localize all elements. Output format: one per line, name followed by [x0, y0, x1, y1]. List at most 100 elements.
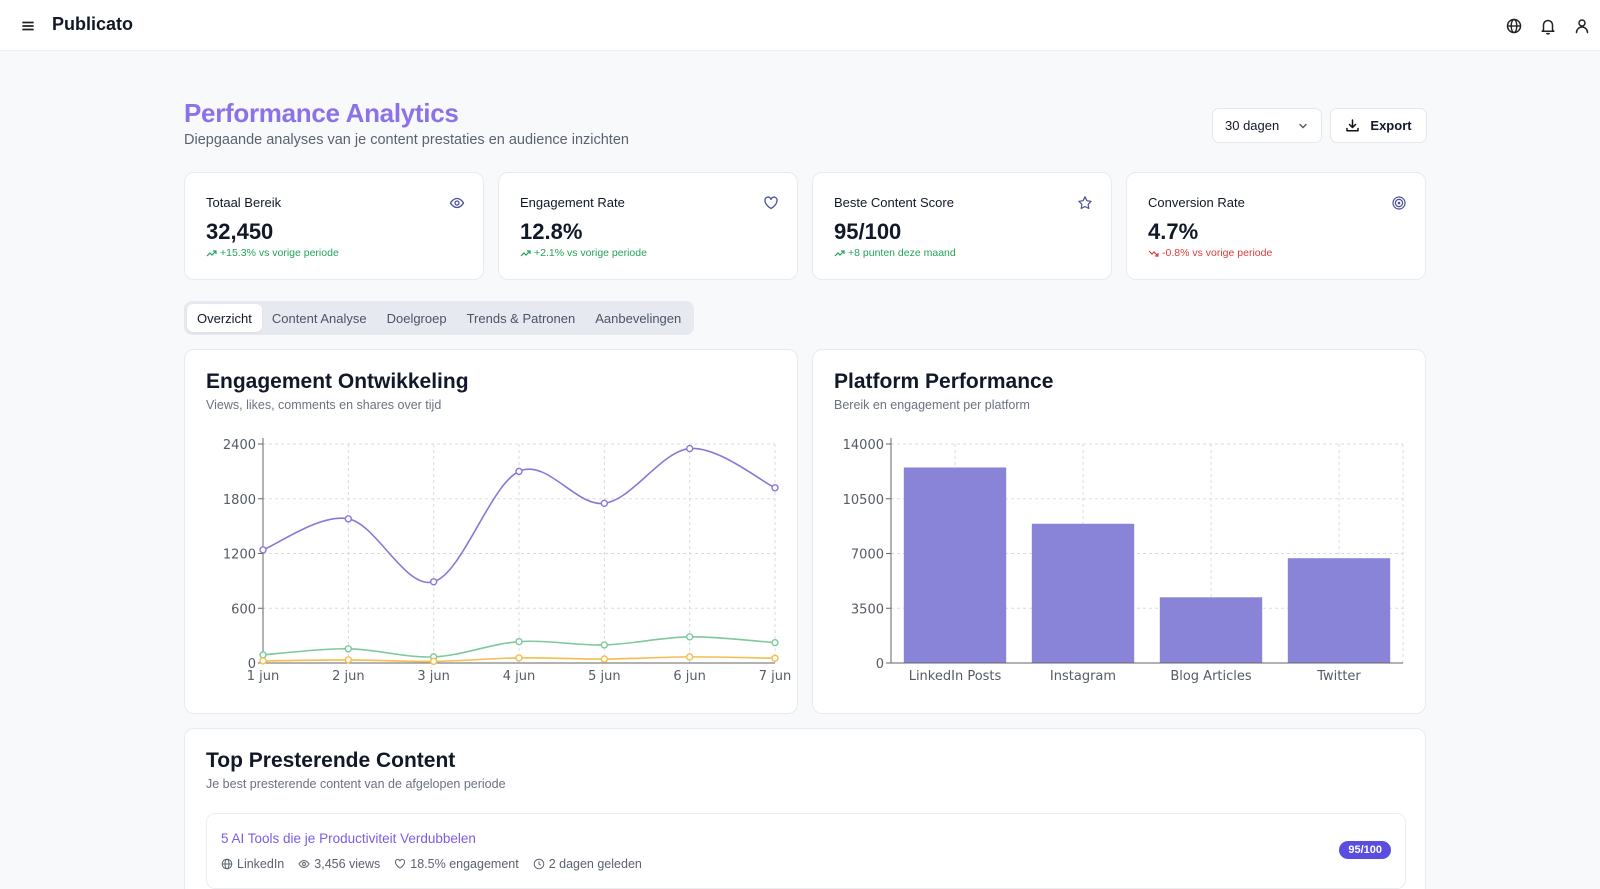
heart-icon — [395, 859, 406, 869]
x-tick-label: 1 jun — [247, 669, 280, 684]
time-meta: 2 dagen geleden — [533, 857, 642, 871]
data-point — [600, 641, 609, 649]
kpi-label: Totaal Bereik — [206, 195, 282, 210]
kpi-value: 32,450 — [206, 219, 274, 244]
bar — [1159, 597, 1263, 663]
list-item[interactable]: 5 AI Tools die je Productiviteit Verdubb… — [206, 813, 1406, 889]
globe-icon — [221, 858, 233, 870]
x-tick-label: Instagram — [1050, 669, 1116, 684]
kpi-card-content-score: Beste Content Score 95/100 +8 punten dez… — [812, 172, 1112, 280]
trending-up-icon — [834, 249, 845, 256]
tab-doelgroep[interactable]: Doelgroep — [386, 310, 447, 326]
data-point — [600, 655, 609, 663]
top-bar: Publicato — [0, 0, 1600, 51]
platform-text: LinkedIn — [237, 857, 285, 871]
page-subtitle: Diepgaande analyses van je content prest… — [184, 132, 629, 148]
x-tick-label: Blog Articles — [1170, 669, 1252, 684]
kpi-delta-text: +2.1% vs vorige periode — [534, 247, 647, 259]
x-tick-label: Twitter — [1316, 669, 1361, 684]
engagement-line-chart: 0 600 1200 1800 2400 1 jun 2 jun 3 jun 4 jun 5 ju… — [223, 438, 792, 684]
chevron-down-icon — [1299, 123, 1307, 129]
tab-trends-patronen[interactable]: Trends & Patronen — [466, 310, 576, 326]
y-tick-label: 7000 — [851, 548, 884, 563]
trending-up-icon — [206, 249, 217, 256]
data-point — [685, 444, 694, 453]
y-tick-label: 2400 — [223, 438, 256, 453]
data-point — [344, 656, 353, 664]
y-tick-label: 14000 — [843, 438, 884, 453]
platform-meta: LinkedIn — [221, 857, 284, 871]
app-logo[interactable]: Publicato — [52, 14, 134, 34]
data-point — [515, 467, 523, 476]
card-subtitle: Bereik en engagement per platform — [834, 398, 1030, 412]
trending-up-icon — [520, 249, 531, 256]
content-title-link[interactable]: 5 AI Tools die je Productiviteit Verdubb… — [221, 831, 476, 846]
kpi-delta-text: -0.8% vs vorige periode — [1162, 247, 1273, 259]
kpi-delta: -0.8% vs vorige periode — [1148, 247, 1272, 259]
tab-content-analyse[interactable]: Content Analyse — [271, 310, 367, 326]
y-tick-label: 10500 — [843, 493, 884, 508]
kpi-value: 95/100 — [834, 219, 902, 244]
page-title: Performance Analytics — [184, 98, 459, 128]
user-icon[interactable] — [1571, 15, 1593, 37]
x-tick-label: 2 jun — [332, 669, 365, 684]
platform-chart-card: Platform Performance Bereik en engagemen… — [812, 349, 1426, 714]
heart-icon — [764, 196, 778, 210]
content-meta: LinkedIn 3,456 views 18.5% engagement 2 … — [221, 857, 642, 871]
data-point — [344, 515, 353, 523]
y-tick-label: 1200 — [223, 548, 256, 563]
kpi-label: Conversion Rate — [1148, 195, 1245, 210]
y-tick-label: 3500 — [851, 602, 884, 617]
kpi-delta-text: +8 punten deze maand — [848, 247, 956, 259]
data-point — [259, 546, 267, 554]
date-range-value: 30 dagen — [1225, 118, 1280, 133]
engagement-meta: 18.5% engagement — [394, 857, 519, 871]
data-point — [685, 633, 694, 641]
time-text: 2 dagen geleden — [548, 857, 642, 871]
y-tick-label: 1800 — [223, 493, 256, 508]
card-title: Engagement Ontwikkeling — [206, 370, 469, 393]
card-title: Platform Performance — [834, 370, 1054, 393]
bar — [903, 467, 1007, 663]
kpi-delta: +15.3% vs vorige periode — [206, 247, 339, 259]
tab-bar: Overzicht Content Analyse Doelgroep Tren… — [184, 301, 695, 335]
data-point — [771, 484, 779, 492]
data-point — [771, 638, 779, 647]
kpi-card-reach: Totaal Bereik 32,450 +15.3% vs vorige pe… — [184, 172, 484, 280]
export-label: Export — [1370, 118, 1412, 133]
engagement-text: 18.5% engagement — [410, 857, 519, 871]
tab-overzicht[interactable]: Overzicht — [187, 304, 262, 332]
data-point — [429, 657, 438, 666]
data-point — [685, 653, 694, 661]
globe-icon[interactable] — [1503, 15, 1525, 37]
clock-icon — [533, 858, 545, 870]
x-tick-label: 6 jun — [673, 669, 706, 684]
date-range-select[interactable]: 30 dagen — [1212, 108, 1322, 143]
platform-bar-chart: 0 3500 7000 10500 14000 LinkedIn Posts Instagr… — [843, 438, 1404, 684]
kpi-label: Beste Content Score — [834, 195, 954, 210]
star-icon — [1078, 196, 1092, 210]
views-meta: 3,456 views — [298, 857, 380, 871]
data-point — [259, 651, 267, 659]
x-tick-label: 7 jun — [759, 669, 792, 684]
bell-icon[interactable] — [1537, 15, 1559, 37]
bar — [1287, 558, 1391, 663]
menu-icon[interactable] — [18, 16, 38, 36]
engagement-chart-card: Engagement Ontwikkeling Views, likes, co… — [184, 349, 798, 714]
x-tick-label: LinkedIn Posts — [909, 669, 1002, 684]
x-tick-label: 5 jun — [588, 669, 621, 684]
export-button[interactable]: Export — [1330, 108, 1427, 143]
kpi-value: 12.8% — [520, 219, 583, 244]
trending-down-icon — [1148, 250, 1159, 257]
y-tick-label: 0 — [248, 657, 256, 672]
kpi-value: 4.7% — [1148, 219, 1199, 244]
data-point — [600, 499, 609, 508]
x-tick-label: 3 jun — [417, 669, 450, 684]
data-point — [259, 657, 267, 665]
target-icon — [1392, 196, 1406, 210]
data-point — [344, 645, 353, 653]
tab-aanbevelingen[interactable]: Aanbevelingen — [595, 310, 682, 326]
kpi-label: Engagement Rate — [520, 195, 625, 210]
card-title: Top Presterende Content — [206, 749, 456, 772]
kpi-delta-text: +15.3% vs vorige periode — [220, 247, 339, 259]
